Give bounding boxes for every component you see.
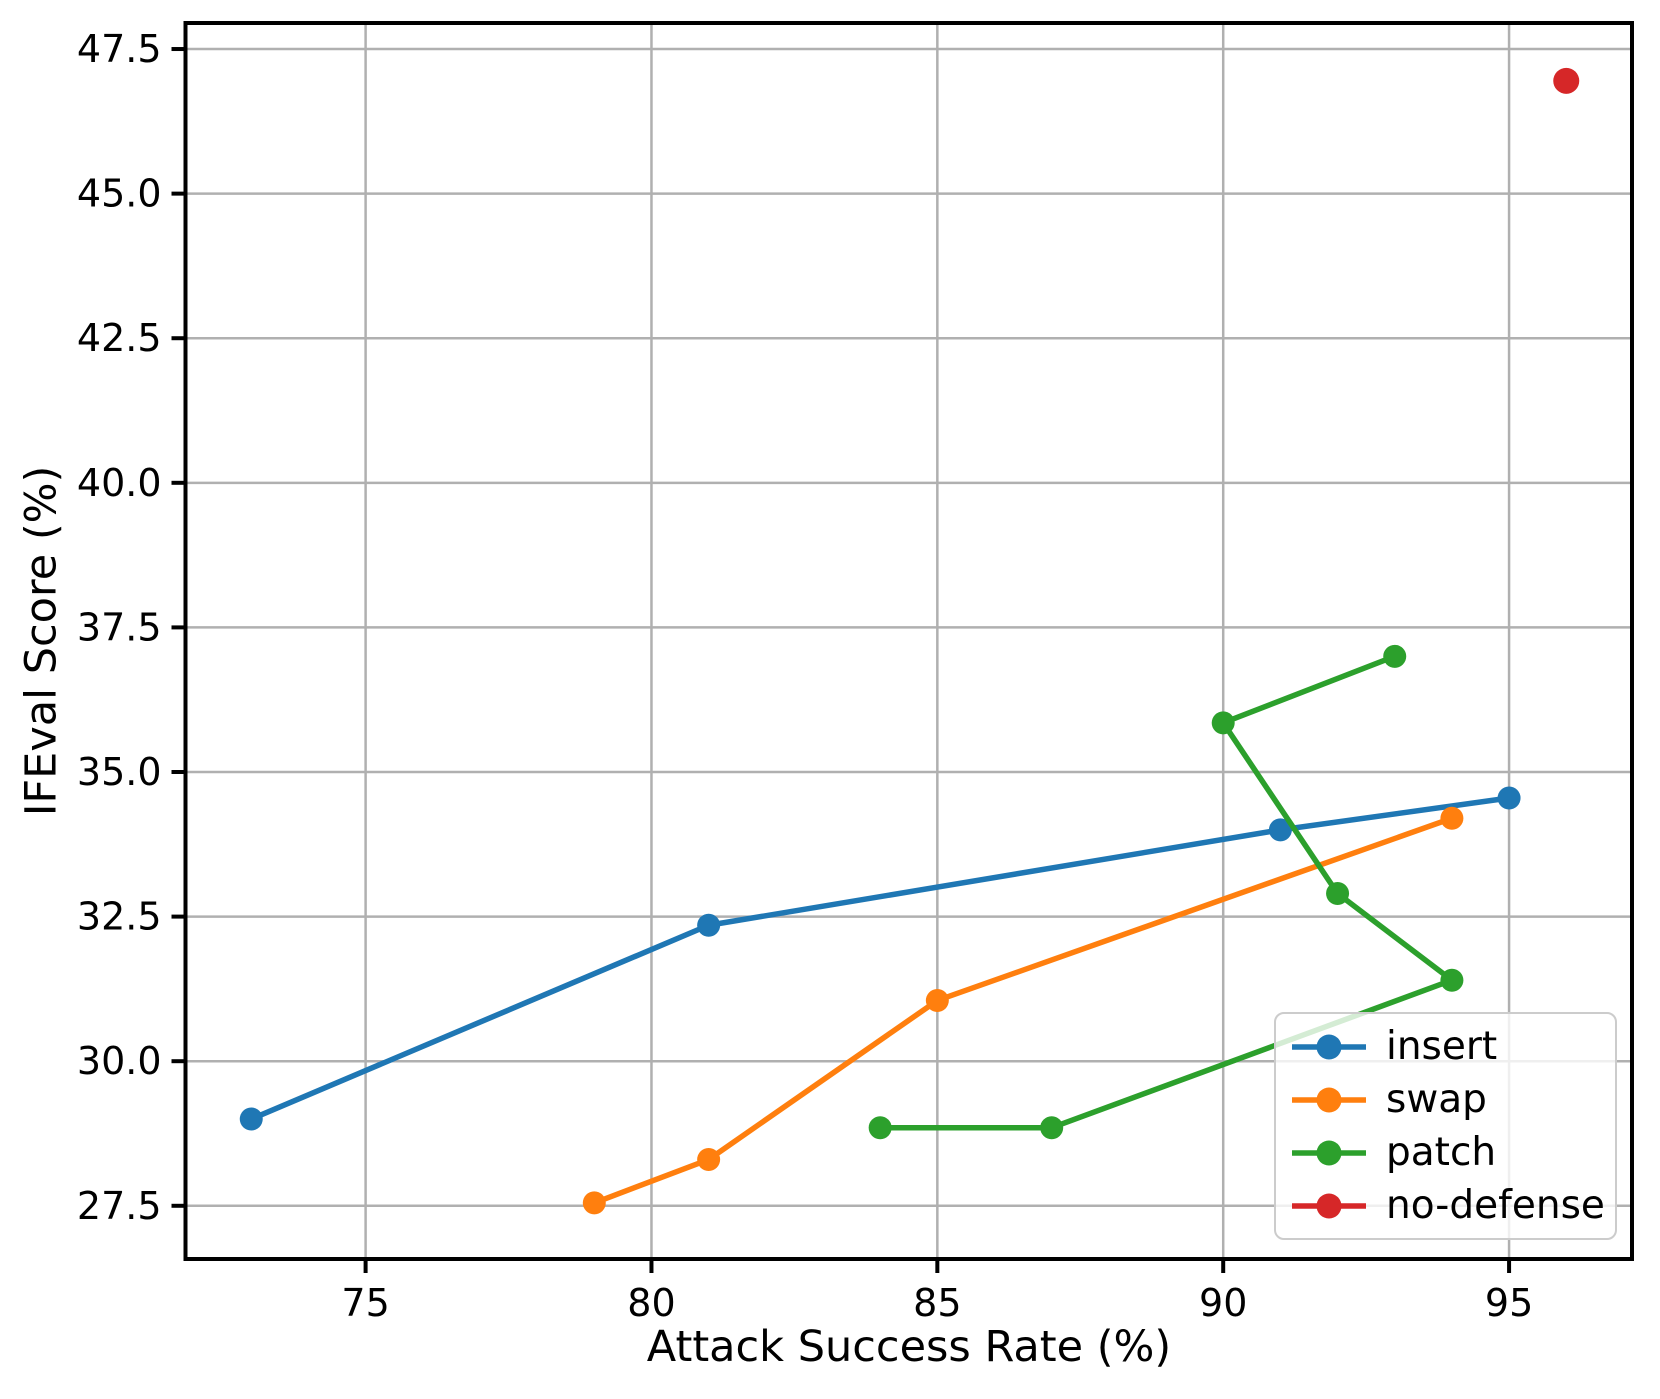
series-line-swap [591,815,1455,1206]
legend-line-marker-icon [1292,1034,1366,1059]
legend: insert swap patch no-defense [1274,1012,1617,1240]
y-tick-label: 47.5 [77,27,162,71]
y-axis-label: IFEval Score (%) [16,465,67,817]
y-tick-label: 30.0 [77,1039,162,1083]
x-tick-label: 90 [1199,1281,1247,1325]
data-point-swap [925,988,949,1012]
legend-label-no-defense-sibling-patch: patch [1386,1130,1497,1175]
y-tick-label: 42.5 [77,316,162,360]
series-line-insert [248,795,1512,1122]
data-point-no-defense [1553,67,1580,94]
y-tick-label: 37.5 [77,605,162,649]
data-point-insert [239,1107,263,1131]
x-tick-label: 85 [913,1281,961,1325]
data-point-patch [1326,881,1350,905]
legend-label-no-defense: no-defense [1386,1183,1605,1228]
series-line-patch [877,653,1455,1131]
data-point-swap [582,1191,606,1215]
y-tick-label: 35.0 [77,750,162,794]
x-axis-label: Attack Success Rate (%) [646,1322,1172,1372]
data-point-swap [1440,806,1464,830]
data-point-insert [1268,818,1292,842]
x-tick-label: 80 [627,1281,675,1325]
legend-line-marker-icon [1292,1193,1366,1218]
x-tick-label: 75 [341,1281,389,1325]
data-point-patch [1383,644,1407,668]
data-point-insert [1497,786,1521,810]
legend-label-swap: swap [1386,1077,1487,1122]
x-tick-label: 95 [1485,1281,1533,1325]
legend-label-insert: insert [1386,1024,1498,1069]
plot-border [183,21,1634,1261]
y-tick-label: 40.0 [77,461,162,505]
legend-item-swap: swap [1288,1075,1609,1125]
y-tick-label: 32.5 [77,895,162,939]
data-point-patch [1440,968,1464,992]
legend-item-insert: insert [1288,1022,1609,1072]
y-tick-label: 45.0 [77,172,162,216]
legend-line-marker-icon [1292,1140,1366,1165]
data-point-swap [697,1148,721,1172]
y-tick-label: 27.5 [77,1184,162,1228]
data-point-insert [697,913,721,937]
legend-item-no-defense: no-defense [1288,1181,1609,1231]
data-point-patch [1211,711,1235,735]
legend-item-patch: patch [1288,1128,1609,1178]
legend-line-marker-icon [1292,1087,1366,1112]
data-point-patch [1040,1116,1064,1140]
data-point-patch [868,1116,892,1140]
